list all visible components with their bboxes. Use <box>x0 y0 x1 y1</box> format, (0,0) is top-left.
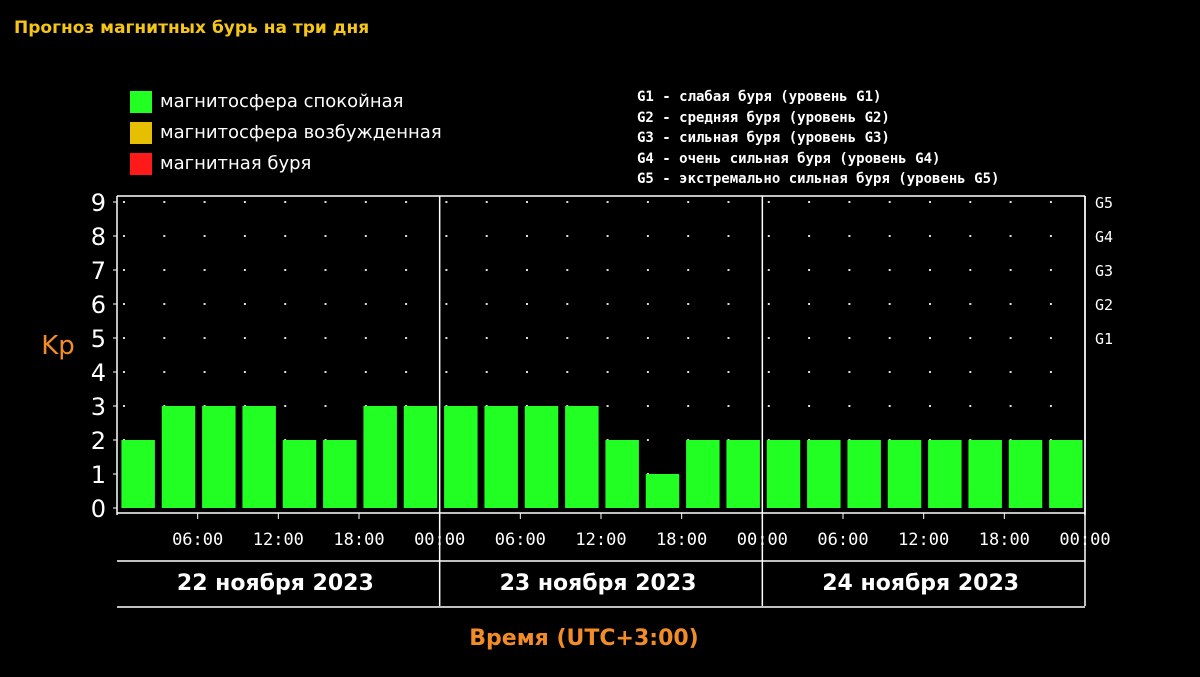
bar-18 <box>847 440 881 508</box>
y-tick-label-8: 8 <box>91 223 106 251</box>
legend-g1: G1 - слабая буря (уровень G1) <box>637 89 882 105</box>
bar-23 <box>1049 440 1083 508</box>
g-tick-label-5: G5 <box>1095 194 1113 212</box>
x-tick-label-3: 00:00 <box>414 530 465 550</box>
bar-15 <box>726 440 760 508</box>
bar-10 <box>524 406 559 508</box>
legend-label-storm: магнитная буря <box>160 153 312 174</box>
bar-8 <box>444 406 478 508</box>
y-tick-label-7: 7 <box>91 257 106 285</box>
x-tick-label-9: 12:00 <box>898 530 949 550</box>
x-tick-label-11: 00:00 <box>1059 530 1110 550</box>
g-tick-label-3: G3 <box>1095 262 1113 280</box>
bar-16 <box>766 440 801 508</box>
bar-9 <box>484 406 518 508</box>
x-tick-label-6: 18:00 <box>656 530 707 550</box>
legend-g5: G5 - экстремально сильная буря (уровень … <box>637 171 1000 187</box>
x-tick-label-4: 06:00 <box>495 530 546 550</box>
y-tick-label-3: 3 <box>91 393 106 421</box>
bar-20 <box>928 440 962 508</box>
legend-item-calm: магнитосфера спокойная <box>130 86 442 117</box>
legend-swatch-excited <box>130 121 152 144</box>
legend-item-storm: магнитная буря <box>130 148 442 179</box>
x-tick-label-5: 12:00 <box>575 530 626 550</box>
y-tick-label-2: 2 <box>91 427 106 455</box>
bar-22 <box>1008 440 1043 508</box>
legend-g3: G3 - сильная буря (уровень G3) <box>637 130 890 146</box>
x-tick-label-1: 12:00 <box>253 530 304 550</box>
y-tick-label-1: 1 <box>91 461 106 489</box>
page-title: Прогноз магнитных бурь на три дня <box>14 18 370 38</box>
bar-1 <box>161 406 196 508</box>
x-tick-label-7: 00:00 <box>737 530 788 550</box>
legend-label-calm: магнитосфера спокойная <box>160 91 404 112</box>
bar-17 <box>807 440 841 508</box>
x-tick-label-10: 18:00 <box>979 530 1030 550</box>
day-label-0: 22 ноября 2023 <box>177 571 374 596</box>
legend-swatch-calm <box>130 90 152 113</box>
legend-swatch-storm <box>130 152 152 175</box>
bar-5 <box>323 440 357 508</box>
bar-3 <box>242 406 276 508</box>
legend-g4: G4 - очень сильная буря (уровень G4) <box>637 150 941 167</box>
bar-11 <box>565 406 599 508</box>
g-tick-label-1: G1 <box>1095 330 1113 348</box>
bar-7 <box>403 406 438 508</box>
x-tick-label-0: 06:00 <box>172 530 223 550</box>
day-label-2: 24 ноября 2023 <box>822 571 1019 596</box>
bar-0 <box>121 440 155 508</box>
bar-12 <box>605 440 639 508</box>
y-tick-label-4: 4 <box>91 359 106 387</box>
g-tick-label-4: G4 <box>1095 228 1113 246</box>
bar-21 <box>968 440 1002 508</box>
day-label-1: 23 ноября 2023 <box>500 571 697 596</box>
bar-14 <box>686 440 720 508</box>
legend-states: магнитосфера спокойная магнитосфера возб… <box>130 86 442 179</box>
bar-6 <box>363 406 397 508</box>
bar-2 <box>202 406 236 508</box>
y-tick-label-6: 6 <box>91 291 106 319</box>
g-tick-label-2: G2 <box>1095 296 1113 314</box>
x-tick-label-2: 18:00 <box>333 530 384 550</box>
y-tick-label-0: 0 <box>91 495 106 523</box>
x-axis-label: Время (UTC+3:00) <box>469 626 699 651</box>
y-tick-label-9: 9 <box>91 189 106 217</box>
y-tick-label-5: 5 <box>91 325 106 353</box>
bar-4 <box>282 440 317 508</box>
bar-13 <box>645 474 680 508</box>
legend-label-excited: магнитосфера возбужденная <box>160 122 442 143</box>
bar-19 <box>887 440 922 508</box>
x-tick-label-8: 06:00 <box>817 530 868 550</box>
y-axis-label: Kp <box>41 331 75 361</box>
legend-item-excited: магнитосфера возбужденная <box>130 117 442 148</box>
legend-g-levels: G1 - слабая буря (уровень G1) G2 - средн… <box>637 87 999 190</box>
legend-g2: G2 - средняя буря (уровень G2) <box>637 109 890 126</box>
